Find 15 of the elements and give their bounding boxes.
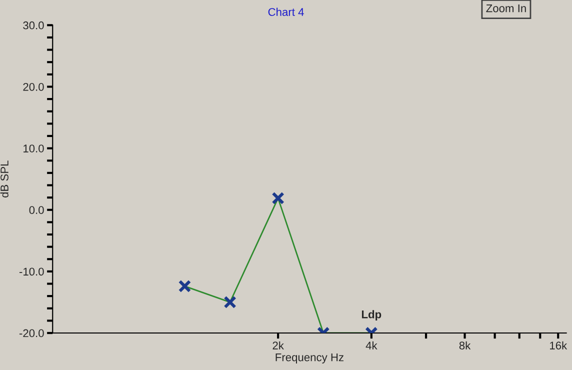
y-tick-label: 0.0 (29, 206, 44, 214)
y-tick-label: -10.0 (19, 268, 44, 276)
x-axis-title: Frequency Hz (276, 353, 344, 364)
x-tick-label: 2k (272, 341, 284, 350)
y-axis-title: dB SPL (0, 160, 8, 198)
y-tick-label: 20.0 (23, 82, 44, 91)
y-tick-label: -20.0 (19, 329, 44, 338)
x-tick-label: 16k (550, 341, 568, 350)
y-tick-label: 10.0 (24, 144, 44, 152)
chart-title: Chart 4 (268, 8, 304, 16)
text: Zoom In (486, 4, 526, 12)
annotation: Ldp (362, 310, 382, 320)
x-tick-label: 8k (459, 341, 471, 350)
y-tick-label: 30.0 (23, 21, 44, 30)
x-tick-label: 4k (366, 341, 378, 350)
